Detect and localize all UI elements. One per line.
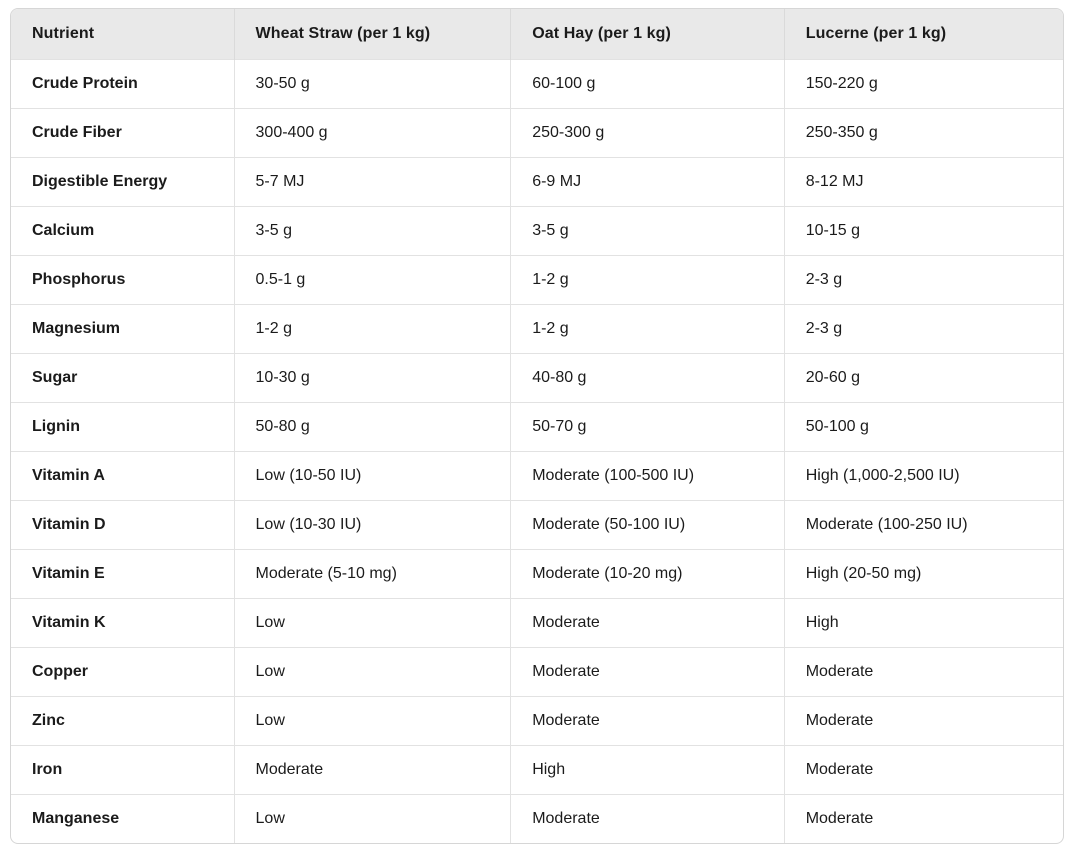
table-header: Nutrient Wheat Straw (per 1 kg) Oat Hay … <box>11 9 1063 59</box>
table-row: Sugar 10-30 g 40-80 g 20-60 g <box>11 352 1063 402</box>
nutrient-value-cell: Moderate <box>510 695 785 745</box>
nutrient-name-cell: Magnesium <box>11 303 235 353</box>
nutrient-value-cell: 3-5 g <box>233 205 511 255</box>
nutrient-name-cell: Copper <box>11 646 235 696</box>
nutrient-value-cell: 60-100 g <box>510 58 785 108</box>
nutrient-value-cell: Moderate (100-250 IU) <box>783 499 1063 549</box>
table-body: Crude Protein 30-50 g 60-100 g 150-220 g Cru… <box>11 58 1063 843</box>
nutrient-value-cell: Moderate <box>510 597 785 647</box>
nutrient-name-cell: Vitamin D <box>11 499 235 549</box>
nutrient-name-cell: Manganese <box>11 793 235 843</box>
nutrient-name-cell: Phosphorus <box>11 254 235 304</box>
nutrient-value-cell: 50-80 g <box>233 401 511 451</box>
nutrient-value-cell: 3-5 g <box>510 205 785 255</box>
table-row: Magnesium 1-2 g 1-2 g 2-3 g <box>11 303 1063 353</box>
nutrient-value-cell: Moderate <box>783 695 1063 745</box>
nutrient-value-cell: 300-400 g <box>233 107 511 157</box>
table-row: Iron Moderate High Moderate <box>11 744 1063 794</box>
table-row: Vitamin A Low (10-50 IU) Moderate (100-500… <box>11 450 1063 500</box>
nutrient-name-cell: Crude Fiber <box>11 107 235 157</box>
nutrient-value-cell: Low <box>233 646 511 696</box>
nutrient-table: Nutrient Wheat Straw (per 1 kg) Oat Hay … <box>11 9 1063 843</box>
column-header-lucerne: Lucerne (per 1 kg) <box>783 9 1063 59</box>
nutrient-value-cell: Low <box>233 597 511 647</box>
table-row: Crude Fiber 300-400 g 250-300 g 250-350 g <box>11 107 1063 157</box>
nutrient-value-cell: High <box>783 597 1063 647</box>
nutrient-value-cell: 50-100 g <box>783 401 1063 451</box>
table-row: Lignin 50-80 g 50-70 g 50-100 g <box>11 401 1063 451</box>
table-row: Copper Low Moderate Moderate <box>11 646 1063 696</box>
nutrient-value-cell: High (1,000-2,500 IU) <box>783 450 1063 500</box>
table-row: Zinc Low Moderate Moderate <box>11 695 1063 745</box>
nutrient-name-cell: Vitamin E <box>11 548 235 598</box>
nutrient-value-cell: Low <box>233 695 511 745</box>
nutrient-value-cell: 1-2 g <box>510 303 785 353</box>
nutrient-comparison-table: Nutrient Wheat Straw (per 1 kg) Oat Hay … <box>10 8 1064 844</box>
nutrient-value-cell: 1-2 g <box>233 303 511 353</box>
nutrient-name-cell: Iron <box>11 744 235 794</box>
nutrient-value-cell: 5-7 MJ <box>233 156 511 206</box>
nutrient-value-cell: 2-3 g <box>783 254 1063 304</box>
header-row: Nutrient Wheat Straw (per 1 kg) Oat Hay … <box>11 9 1063 59</box>
nutrient-value-cell: 150-220 g <box>783 58 1063 108</box>
column-header-wheat-straw: Wheat Straw (per 1 kg) <box>233 9 511 59</box>
nutrient-value-cell: 2-3 g <box>783 303 1063 353</box>
nutrient-name-cell: Digestible Energy <box>11 156 235 206</box>
nutrient-name-cell: Zinc <box>11 695 235 745</box>
nutrient-value-cell: 20-60 g <box>783 352 1063 402</box>
nutrient-value-cell: Low (10-30 IU) <box>233 499 511 549</box>
nutrient-name-cell: Vitamin K <box>11 597 235 647</box>
nutrient-name-cell: Sugar <box>11 352 235 402</box>
nutrient-value-cell: 6-9 MJ <box>510 156 785 206</box>
nutrient-value-cell: 0.5-1 g <box>233 254 511 304</box>
nutrient-value-cell: Moderate (50-100 IU) <box>510 499 785 549</box>
nutrient-value-cell: Moderate (5-10 mg) <box>233 548 511 598</box>
nutrient-value-cell: Moderate <box>783 793 1063 843</box>
nutrient-value-cell: High (20-50 mg) <box>783 548 1063 598</box>
nutrient-value-cell: 250-300 g <box>510 107 785 157</box>
column-header-nutrient: Nutrient <box>11 9 235 59</box>
table-row: Manganese Low Moderate Moderate <box>11 793 1063 843</box>
nutrient-value-cell: Moderate <box>783 744 1063 794</box>
table-row: Vitamin K Low Moderate High <box>11 597 1063 647</box>
nutrient-value-cell: Moderate <box>233 744 511 794</box>
nutrient-value-cell: Moderate <box>510 646 785 696</box>
nutrient-value-cell: 250-350 g <box>783 107 1063 157</box>
nutrient-name-cell: Lignin <box>11 401 235 451</box>
table-row: Vitamin D Low (10-30 IU) Moderate (50-100 … <box>11 499 1063 549</box>
nutrient-value-cell: 30-50 g <box>233 58 511 108</box>
nutrient-value-cell: Moderate (10-20 mg) <box>510 548 785 598</box>
nutrient-value-cell: 1-2 g <box>510 254 785 304</box>
nutrient-value-cell: Moderate <box>510 793 785 843</box>
nutrient-value-cell: High <box>510 744 785 794</box>
nutrient-value-cell: 40-80 g <box>510 352 785 402</box>
nutrient-value-cell: 10-30 g <box>233 352 511 402</box>
nutrient-value-cell: Low <box>233 793 511 843</box>
table-row: Digestible Energy 5-7 MJ 6-9 MJ 8-12 MJ <box>11 156 1063 206</box>
nutrient-name-cell: Calcium <box>11 205 235 255</box>
nutrient-value-cell: 50-70 g <box>510 401 785 451</box>
nutrient-name-cell: Vitamin A <box>11 450 235 500</box>
table-row: Phosphorus 0.5-1 g 1-2 g 2-3 g <box>11 254 1063 304</box>
table-row: Calcium 3-5 g 3-5 g 10-15 g <box>11 205 1063 255</box>
nutrient-value-cell: 10-15 g <box>783 205 1063 255</box>
nutrient-value-cell: 8-12 MJ <box>783 156 1063 206</box>
nutrient-value-cell: Low (10-50 IU) <box>233 450 511 500</box>
table-row: Vitamin E Moderate (5-10 mg) Moderate (10-… <box>11 548 1063 598</box>
table-row: Crude Protein 30-50 g 60-100 g 150-220 g <box>11 58 1063 108</box>
column-header-oat-hay: Oat Hay (per 1 kg) <box>510 9 785 59</box>
nutrient-value-cell: Moderate <box>783 646 1063 696</box>
nutrient-value-cell: Moderate (100-500 IU) <box>510 450 785 500</box>
nutrient-name-cell: Crude Protein <box>11 58 235 108</box>
